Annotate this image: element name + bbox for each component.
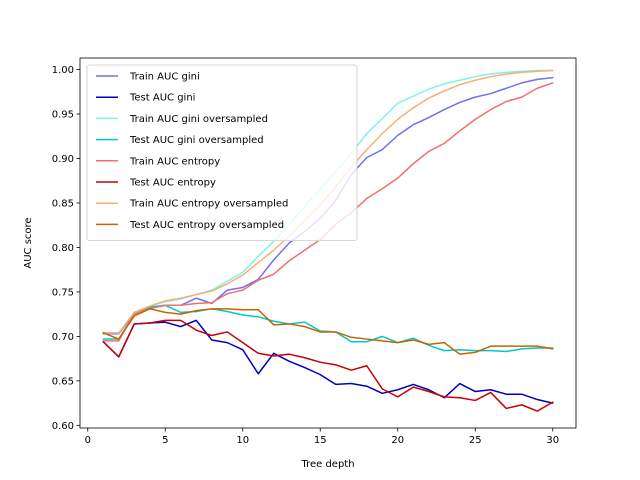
y-axis-label: AUC score (23, 217, 34, 268)
x-tick-label-0: 0 (85, 435, 91, 446)
x-tick-label-1: 5 (162, 435, 168, 446)
legend-label-3: Test AUC gini oversampled (129, 135, 264, 146)
legend-label-5: Test AUC entropy (129, 178, 216, 189)
y-tick-label-8: 1.00 (52, 65, 74, 76)
legend-label-6: Train AUC entropy oversampled (129, 199, 288, 210)
y-tick-label-4: 0.80 (52, 243, 74, 254)
plot-frame (79, 57, 577, 429)
legend-label-1: Test AUC gini (129, 93, 195, 104)
series-line-7 (102, 308, 554, 355)
legend-label-0: Train AUC gini (129, 72, 200, 83)
legend-label-2: Train AUC gini oversampled (129, 114, 268, 125)
y-tick-label-2: 0.70 (52, 332, 74, 343)
x-tick-label-2: 10 (236, 435, 249, 446)
x-tick-label-6: 30 (546, 435, 559, 446)
legend: Train AUC gini Test AUC gini Train AUC gin… (86, 64, 358, 242)
y-tick-label-6: 0.90 (52, 154, 74, 165)
legend-box (86, 64, 358, 242)
x-tick-label-4: 20 (391, 435, 404, 446)
x-tick-label-3: 15 (314, 435, 327, 446)
y-tick-label-1: 0.65 (52, 376, 74, 387)
legend-label-7: Test AUC entropy oversampled (129, 220, 284, 231)
legend-label-4: Train AUC entropy (129, 156, 220, 167)
x-axis-label: Tree depth (300, 459, 354, 470)
y-tick-label-7: 0.95 (52, 110, 74, 121)
series-line-5 (102, 319, 554, 412)
axes-layer: 0 5 10 15 20 25 30 0.60 0.65 0.70 0.75 0.80 0.85 0.90… (52, 65, 559, 446)
y-tick-label-0: 0.60 (52, 421, 74, 432)
y-tick-label-3: 0.75 (52, 287, 74, 298)
series-line-1 (102, 319, 554, 404)
x-tick-label-5: 25 (469, 435, 482, 446)
y-tick-label-5: 0.85 (52, 198, 74, 209)
